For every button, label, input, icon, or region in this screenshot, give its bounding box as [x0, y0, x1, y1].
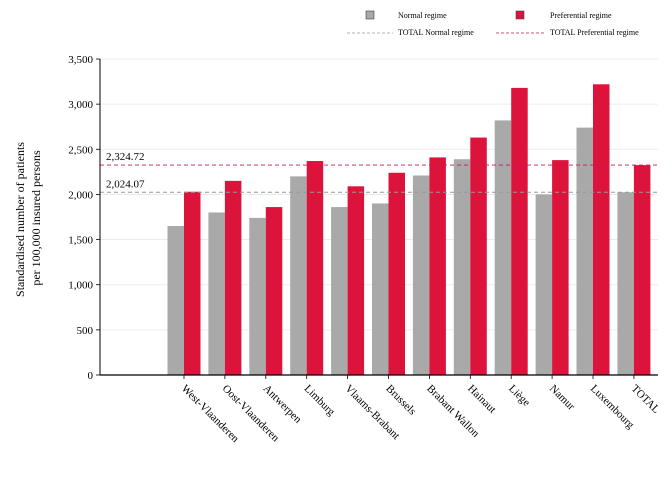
bar-normal	[249, 217, 266, 375]
bar-normal	[535, 194, 553, 375]
bar-normal	[208, 212, 225, 375]
x-tick-label: Namur	[547, 383, 577, 413]
legend-label-total-normal: TOTAL Normal regime	[398, 28, 474, 37]
x-tick-label: Hainaut	[465, 383, 498, 416]
y-tick-label: 2,000	[68, 189, 93, 201]
legend-label-total-preferential: TOTAL Preferential regime	[550, 28, 639, 37]
y-tick-label: 1,500	[68, 235, 93, 247]
bar-normal	[290, 176, 307, 375]
bar-normal	[617, 192, 634, 375]
y-tick-label: 0	[88, 370, 94, 382]
legend-label-preferential: Preferential regime	[550, 11, 612, 20]
bar-preferential	[429, 157, 446, 375]
y-tick-label: 3,000	[68, 99, 93, 111]
y-tick-label: 3,500	[68, 54, 93, 66]
legend: Normal regime Preferential regime TOTAL …	[347, 10, 639, 37]
bar-normal	[494, 120, 512, 375]
y-tick-label: 1,000	[68, 280, 93, 292]
y-axis-title: Standardised number of patients per 100,…	[13, 139, 43, 297]
bar-normal	[372, 203, 389, 375]
y-axis-title-line-1: Standardised number of patients	[13, 142, 27, 297]
y-tick-label: 2,500	[68, 144, 93, 156]
legend-swatch-normal	[365, 10, 375, 20]
x-tick-label: Brussels	[383, 383, 418, 418]
x-tick-label: Antwerpen	[261, 383, 304, 426]
bar-preferential	[511, 87, 528, 376]
bar-preferential	[265, 207, 283, 375]
reference-line-label: 2,324.72	[106, 151, 145, 163]
bar-normal	[412, 175, 430, 375]
bar-preferential	[552, 160, 569, 375]
bar-normal	[453, 159, 471, 375]
x-tick-label: TOTAL	[629, 383, 662, 416]
bar-preferential	[388, 172, 405, 375]
reference-line-label: 2,024.07	[106, 178, 145, 190]
bar-normal	[331, 207, 348, 375]
bar-preferential	[593, 84, 610, 375]
bar-preferential	[224, 180, 242, 375]
bar-preferential	[306, 161, 324, 375]
bar-preferential	[633, 165, 651, 375]
bar-preferential	[347, 186, 365, 375]
x-tick-label: Liège	[506, 383, 532, 409]
bar-preferential	[184, 191, 201, 375]
y-axis-title-line-2: per 100,000 insured persons	[29, 150, 43, 286]
y-tick-label: 500	[77, 325, 94, 337]
bar-preferential	[470, 137, 487, 375]
bar-normal	[167, 226, 184, 375]
legend-label-normal: Normal regime	[398, 11, 447, 20]
x-tick-label: Limburg	[302, 383, 338, 419]
bar-normal	[576, 127, 593, 375]
legend-swatch-preferential	[515, 10, 525, 20]
